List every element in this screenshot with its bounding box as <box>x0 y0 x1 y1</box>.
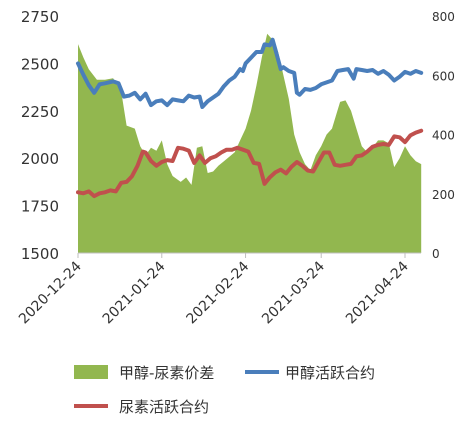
left-axis-tick-label: 2500 <box>21 55 59 73</box>
legend-label-spread: 甲醇-尿素价差 <box>119 364 214 382</box>
x-axis-tick-label: 2020-12-24 <box>16 258 85 327</box>
right-axis-tick-label: 200 <box>432 188 455 202</box>
series-lines-layer <box>76 37 424 199</box>
right-axis-tick-label: 800 <box>432 10 455 24</box>
urea-line <box>76 128 424 199</box>
x-axis-tick-label: 2021-03-24 <box>259 258 328 327</box>
methanol-line <box>76 37 424 109</box>
x-axis-tick-label: 2021-02-24 <box>184 258 253 327</box>
left-axis-tick-label: 2000 <box>21 150 59 168</box>
spread-area <box>78 33 422 253</box>
x-axis-tick-label: 2021-01-24 <box>100 258 169 327</box>
legend: 甲醇-尿素价差 甲醇活跃合约 尿素活跃合约 <box>74 364 375 416</box>
left-axis-tick-label: 1750 <box>21 198 59 216</box>
x-axis-tick-label: 2021-04-24 <box>343 258 412 327</box>
right-axis-tick-label: 600 <box>432 69 455 83</box>
right-axis-tick-label: 0 <box>432 247 440 261</box>
right-axis-tick-label: 400 <box>432 129 455 143</box>
legend-swatch-spread <box>74 365 108 379</box>
left-axis-tick-label: 1500 <box>21 245 59 263</box>
legend-label-urea: 尿素活跃合约 <box>119 398 209 416</box>
left-axis-tick-label: 2750 <box>21 8 59 26</box>
legend-label-methanol: 甲醇活跃合约 <box>285 364 375 382</box>
left-axis-tick-label: 2250 <box>21 103 59 121</box>
spread-area-layer <box>78 33 422 253</box>
